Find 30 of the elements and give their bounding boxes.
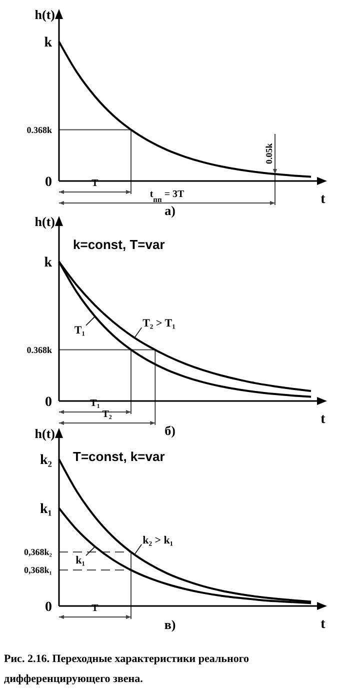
series-label: T₂ > T₁ bbox=[142, 318, 176, 330]
text: 0 bbox=[45, 394, 52, 410]
ref-line-label: 0,368k₂ bbox=[24, 547, 52, 558]
text: T₂ bbox=[102, 409, 112, 420]
chart-subtitle: k=const, T=var bbox=[73, 237, 165, 252]
text: 0 bbox=[45, 600, 52, 615]
legend-label: k₁ bbox=[76, 554, 85, 567]
text: t$_{пп}$ = 3T bbox=[150, 189, 185, 204]
series-label: k₂ > k₁ bbox=[142, 534, 174, 546]
legend-label: T₁ bbox=[74, 324, 85, 336]
ref-line-label: 0.368k bbox=[26, 124, 52, 135]
text: k bbox=[44, 36, 52, 51]
text: б) bbox=[164, 423, 176, 438]
x-axis-title: t bbox=[320, 617, 326, 632]
annotation: 0.05k bbox=[264, 143, 274, 164]
text: Рис. 2.16. Переходные характеристики реального дифференцирующего звена. bbox=[4, 653, 250, 685]
y-axis-title: h(t) bbox=[34, 426, 55, 441]
text: в) bbox=[164, 617, 176, 632]
ref-line-label: 0.368k bbox=[26, 344, 52, 355]
text: 0 bbox=[45, 174, 52, 190]
x-axis-title: t bbox=[320, 412, 326, 427]
ref-line-label: 0,368k₁ bbox=[24, 565, 52, 576]
text: k₂ bbox=[40, 453, 52, 468]
x-axis-title: t bbox=[320, 192, 326, 207]
y-axis-title: h(t) bbox=[34, 214, 55, 229]
y-axis-title: h(t) bbox=[34, 7, 55, 22]
text: k₁ bbox=[40, 502, 52, 518]
chart-subtitle: T=const, k=var bbox=[73, 449, 165, 464]
text: k bbox=[44, 256, 52, 271]
text: а) bbox=[164, 203, 176, 218]
